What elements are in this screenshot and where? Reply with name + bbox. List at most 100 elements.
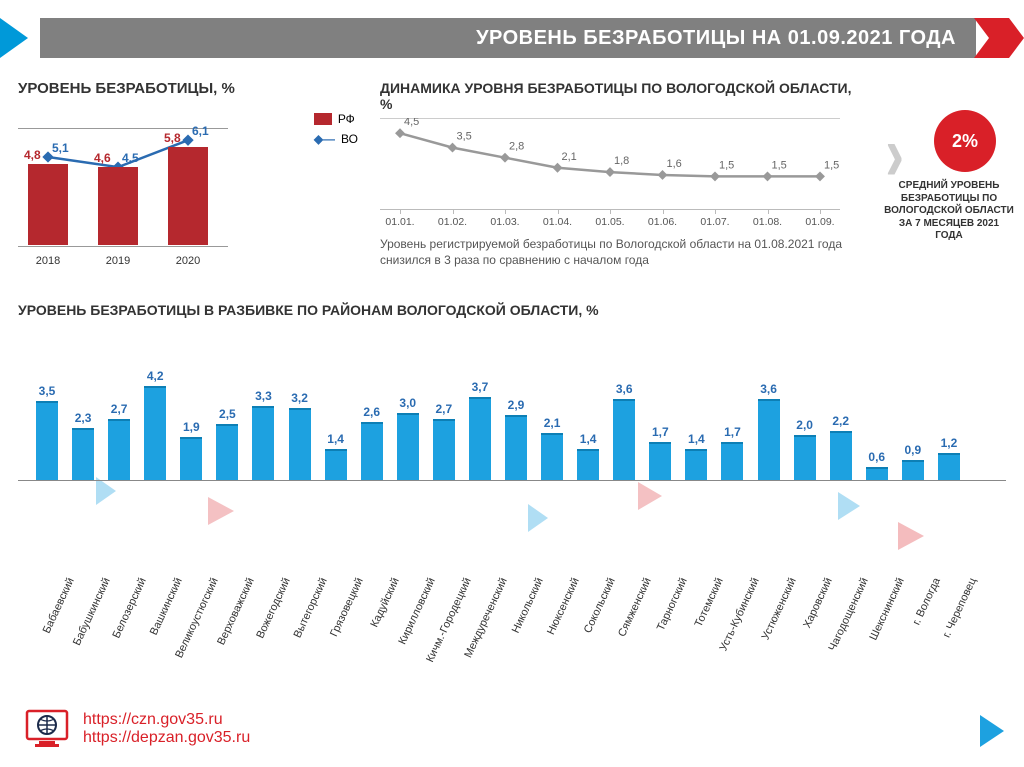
district-bar (36, 401, 58, 480)
district-value: 3,6 (616, 382, 633, 396)
district-value: 4,2 (147, 369, 164, 383)
district-bar (108, 419, 130, 480)
district-bar (830, 431, 852, 481)
line-value: 4,5 (122, 151, 139, 165)
district-value: 3,7 (472, 380, 489, 394)
chart-unemployment-bar: УРОВЕНЬ БЕЗРАБОТИЦЫ, % 4,85,120184,64,52… (18, 80, 368, 285)
district-bar (721, 442, 743, 480)
x-label: 01.09. (805, 216, 834, 228)
triangle-icon (528, 504, 548, 532)
header-banner: УРОВЕНЬ БЕЗРАБОТИЦЫ НА 01.09.2021 ГОДА (0, 18, 1024, 58)
svg-text:1,5: 1,5 (719, 159, 734, 171)
x-label: 01.05. (595, 216, 624, 228)
district-bar (469, 397, 491, 480)
stat-badge-sub: СРЕДНИЙ УРОВЕНЬ БЕЗРАБОТИЦЫ ПО ВОЛОГОДСК… (884, 180, 1014, 243)
district-value: 1,9 (183, 420, 200, 434)
district-bar (613, 399, 635, 480)
next-page-icon[interactable] (980, 715, 1004, 747)
district-bar (902, 460, 924, 480)
page-title: УРОВЕНЬ БЕЗРАБОТИЦЫ НА 01.09.2021 ГОДА (40, 18, 976, 58)
line-value: 6,1 (192, 124, 209, 138)
x-label: 01.08. (753, 216, 782, 228)
bar-value: 5,8 (164, 131, 181, 145)
district-value: 1,4 (580, 432, 597, 446)
bar-value: 4,6 (94, 151, 111, 165)
district-bar (216, 424, 238, 480)
bar (98, 167, 138, 245)
svg-text:3,5: 3,5 (457, 131, 472, 143)
chart-title: ДИНАМИКА УРОВНЯ БЕЗРАБОТИЦЫ ПО ВОЛОГОДСК… (380, 80, 860, 112)
district-value: 3,5 (39, 384, 56, 398)
district-value: 1,2 (941, 436, 958, 450)
district-bar (505, 415, 527, 480)
district-bar (361, 422, 383, 481)
chart-districts-bar: УРОВЕНЬ БЕЗРАБОТИЦЫ В РАЗБИВКЕ ПО РАЙОНА… (18, 302, 1006, 610)
legend-marker-vo: ◆— (314, 132, 335, 146)
district-bar (794, 435, 816, 480)
district-value: 1,7 (724, 425, 741, 439)
district-value: 3,6 (760, 382, 777, 396)
x-label: 01.02. (438, 216, 467, 228)
svg-text:2,8: 2,8 (509, 141, 524, 153)
district-bar (397, 413, 419, 481)
arrow-right-icon (974, 18, 1024, 58)
district-value: 3,0 (399, 396, 416, 410)
x-label: 01.01. (385, 216, 414, 228)
chart-title: УРОВЕНЬ БЕЗРАБОТИЦЫ В РАЗБИВКЕ ПО РАЙОНА… (18, 302, 1006, 318)
line-value: 5,1 (52, 141, 69, 155)
district-bar (433, 419, 455, 480)
legend: РФ ◆— ВО (314, 112, 358, 152)
svg-text:4,5: 4,5 (404, 118, 419, 128)
bar (28, 164, 68, 245)
district-bar (144, 386, 166, 481)
svg-text:1,8: 1,8 (614, 155, 629, 167)
district-bar (325, 449, 347, 481)
district-value: 1,4 (688, 432, 705, 446)
legend-label-vo: ВО (341, 132, 358, 146)
footer-link-2[interactable]: https://depzan.gov35.ru (83, 729, 250, 747)
bar-value: 4,8 (24, 148, 41, 162)
district-value: 1,7 (652, 425, 669, 439)
x-label: 2020 (176, 255, 200, 267)
legend-label-rf: РФ (338, 112, 355, 126)
x-label: 01.04. (543, 216, 572, 228)
district-bar (649, 442, 671, 480)
district-value: 2,5 (219, 407, 236, 421)
svg-text:1,5: 1,5 (824, 159, 839, 171)
district-value: 0,9 (905, 443, 922, 457)
district-bar (758, 399, 780, 480)
triangle-icon (96, 477, 116, 505)
district-bar (541, 433, 563, 480)
district-value: 2,6 (363, 405, 380, 419)
district-bar (180, 437, 202, 480)
x-label: 01.06. (648, 216, 677, 228)
footer-link-1[interactable]: https://czn.gov35.ru (83, 711, 250, 729)
x-label: 01.07. (700, 216, 729, 228)
district-value: 3,3 (255, 389, 272, 403)
district-bar (252, 406, 274, 480)
district-value: 2,9 (508, 398, 525, 412)
svg-text:1,5: 1,5 (772, 159, 787, 171)
triangle-icon (638, 482, 662, 510)
legend-swatch-rf (314, 113, 332, 125)
district-bar (685, 449, 707, 481)
district-value: 2,2 (832, 414, 849, 428)
district-bar (938, 453, 960, 480)
chart-title: УРОВЕНЬ БЕЗРАБОТИЦЫ, % (18, 80, 368, 97)
svg-text:1,6: 1,6 (667, 158, 682, 170)
district-value: 2,3 (75, 411, 92, 425)
district-value: 2,1 (544, 416, 561, 430)
stat-badge: 2% (934, 110, 996, 172)
svg-text:2,1: 2,1 (562, 151, 577, 163)
district-value: 0,6 (868, 450, 885, 464)
globe-monitor-icon (25, 709, 69, 749)
footer: https://czn.gov35.ru https://depzan.gov3… (25, 709, 250, 749)
district-value: 2,7 (436, 402, 453, 416)
district-value: 2,7 (111, 402, 128, 416)
district-value: 1,4 (327, 432, 344, 446)
chart-dynamics-line: ДИНАМИКА УРОВНЯ БЕЗРАБОТИЦЫ ПО ВОЛОГОДСК… (380, 80, 860, 268)
district-value: 2,0 (796, 418, 813, 432)
district-bar (289, 408, 311, 480)
triangle-icon (898, 522, 924, 550)
bar (168, 147, 208, 245)
